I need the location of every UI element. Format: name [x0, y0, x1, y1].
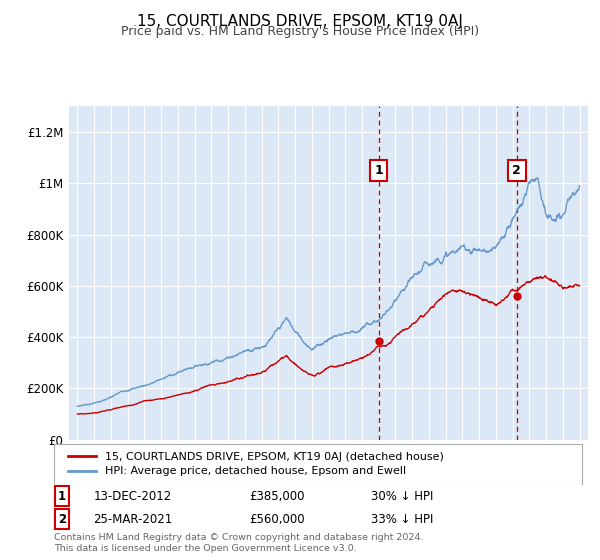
- Text: Contains HM Land Registry data © Crown copyright and database right 2024.
This d: Contains HM Land Registry data © Crown c…: [54, 533, 424, 553]
- Text: 33% ↓ HPI: 33% ↓ HPI: [371, 513, 433, 526]
- Text: £385,000: £385,000: [250, 489, 305, 502]
- Text: Price paid vs. HM Land Registry's House Price Index (HPI): Price paid vs. HM Land Registry's House …: [121, 25, 479, 38]
- Text: 25-MAR-2021: 25-MAR-2021: [94, 513, 173, 526]
- Text: 30% ↓ HPI: 30% ↓ HPI: [371, 489, 433, 502]
- Text: 1: 1: [58, 489, 66, 502]
- Text: 15, COURTLANDS DRIVE, EPSOM, KT19 0AJ: 15, COURTLANDS DRIVE, EPSOM, KT19 0AJ: [137, 14, 463, 29]
- Text: £560,000: £560,000: [250, 513, 305, 526]
- Legend: 15, COURTLANDS DRIVE, EPSOM, KT19 0AJ (detached house), HPI: Average price, deta: 15, COURTLANDS DRIVE, EPSOM, KT19 0AJ (d…: [65, 449, 447, 480]
- Text: 2: 2: [512, 164, 521, 177]
- Text: 1: 1: [374, 164, 383, 177]
- Text: 13-DEC-2012: 13-DEC-2012: [94, 489, 172, 502]
- Text: 2: 2: [58, 513, 66, 526]
